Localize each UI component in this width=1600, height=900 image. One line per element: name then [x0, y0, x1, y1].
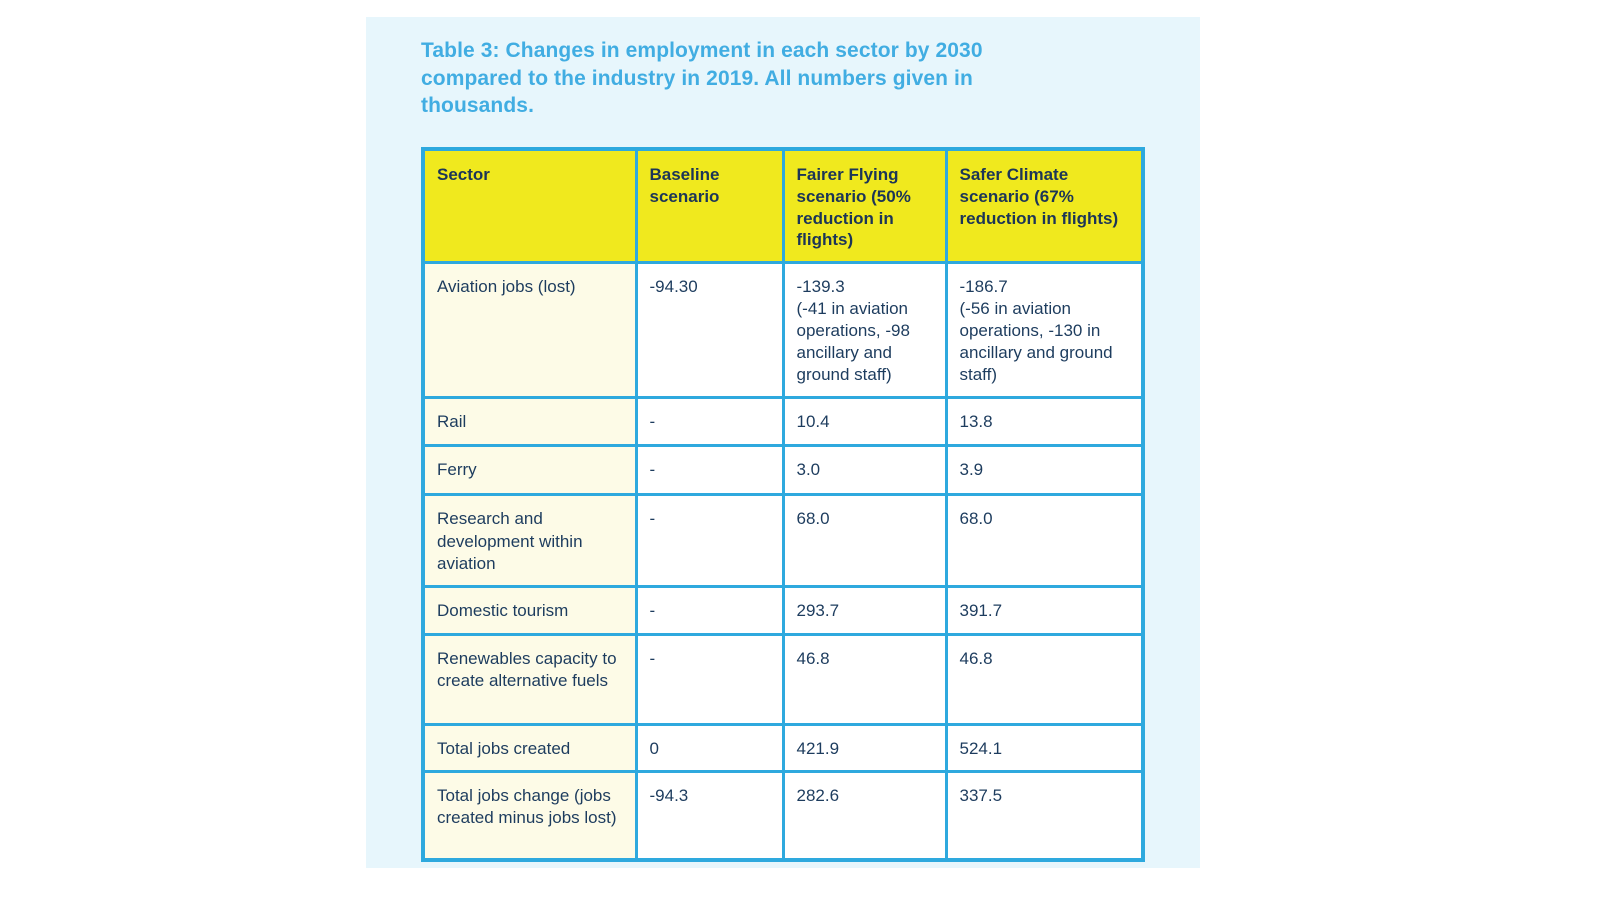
- cell-rail-baseline: -: [634, 396, 785, 448]
- cell-research-baseline: -: [634, 493, 785, 589]
- cell-renewables-fairer-flying: 46.8: [781, 632, 948, 726]
- header-fairer-flying-scenario: Fairer Flying scenario (50% reduction in…: [781, 147, 948, 264]
- cell-jobs-created-safer-climate: 524.1: [944, 722, 1145, 773]
- header-sector: Sector: [421, 147, 638, 264]
- table-row-ferry: Ferry - 3.0 3.9: [421, 444, 1145, 497]
- cell-tourism-baseline: -: [634, 585, 785, 636]
- cell-jobs-change-safer-climate: 337.5: [944, 769, 1145, 862]
- cell-aviation-safer-climate: -186.7 (-56 in aviation operations, -130…: [944, 260, 1145, 400]
- cell-rail-fairer-flying: 10.4: [781, 396, 948, 448]
- employment-changes-table: Sector Baseline scenario Fairer Flying s…: [421, 147, 1145, 863]
- table-caption: Table 3: Changes in employment in each s…: [421, 39, 983, 118]
- header-safer-climate-scenario: Safer Climate scenario (67% reduction in…: [944, 147, 1145, 264]
- cell-ferry-safer-climate: 3.9: [944, 444, 1145, 497]
- table-row-renewables-capacity: Renewables capacity to create alternativ…: [421, 632, 1145, 726]
- cell-aviation-fairer-flying: -139.3 (-41 in aviation operations, -98 …: [781, 260, 948, 400]
- cell-aviation-baseline: -94.30: [634, 260, 785, 400]
- table-row-research-development: Research and development within aviation…: [421, 493, 1145, 589]
- cell-jobs-change-fairer-flying: 282.6: [781, 769, 948, 862]
- table-row-rail: Rail - 10.4 13.8: [421, 396, 1145, 448]
- table-row-total-jobs-created: Total jobs created 0 421.9 524.1: [421, 722, 1145, 773]
- row-label-rail: Rail: [421, 396, 638, 448]
- header-baseline-scenario: Baseline scenario: [634, 147, 785, 264]
- table-header-row: Sector Baseline scenario Fairer Flying s…: [421, 147, 1145, 264]
- cell-renewables-baseline: -: [634, 632, 785, 726]
- row-label-aviation-jobs-lost: Aviation jobs (lost): [421, 260, 638, 400]
- row-label-ferry: Ferry: [421, 444, 638, 497]
- row-label-domestic-tourism: Domestic tourism: [421, 585, 638, 636]
- table-row-total-jobs-change: Total jobs change (jobs created minus jo…: [421, 769, 1145, 862]
- row-label-total-jobs-change: Total jobs change (jobs created minus jo…: [421, 769, 638, 862]
- cell-research-fairer-flying: 68.0: [781, 493, 948, 589]
- cell-tourism-safer-climate: 391.7: [944, 585, 1145, 636]
- row-label-research-development: Research and development within aviation: [421, 493, 638, 589]
- cell-tourism-fairer-flying: 293.7: [781, 585, 948, 636]
- cell-jobs-change-baseline: -94.3: [634, 769, 785, 862]
- row-label-total-jobs-created: Total jobs created: [421, 722, 638, 773]
- cell-jobs-created-baseline: 0: [634, 722, 785, 773]
- table-row-aviation-jobs-lost: Aviation jobs (lost) -94.30 -139.3 (-41 …: [421, 260, 1145, 400]
- cell-renewables-safer-climate: 46.8: [944, 632, 1145, 726]
- cell-rail-safer-climate: 13.8: [944, 396, 1145, 448]
- table-row-domestic-tourism: Domestic tourism - 293.7 391.7: [421, 585, 1145, 636]
- row-label-renewables-capacity: Renewables capacity to create alternativ…: [421, 632, 638, 726]
- cell-research-safer-climate: 68.0: [944, 493, 1145, 589]
- cell-ferry-fairer-flying: 3.0: [781, 444, 948, 497]
- cell-ferry-baseline: -: [634, 444, 785, 497]
- cell-jobs-created-fairer-flying: 421.9: [781, 722, 948, 773]
